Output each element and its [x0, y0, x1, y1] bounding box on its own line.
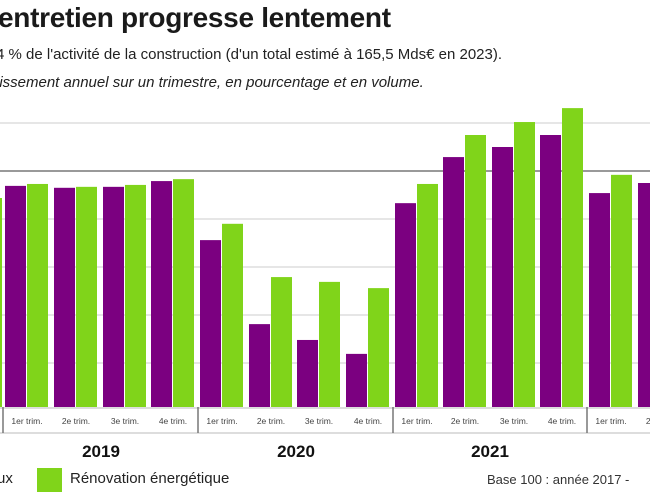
bar-series0	[297, 339, 318, 407]
bar-series0	[443, 157, 464, 407]
base-note: Base 100 : année 2017 -	[487, 472, 630, 487]
bar-series1	[562, 108, 583, 408]
bar-series1	[27, 183, 48, 407]
bar-series1	[417, 183, 438, 407]
tick-label: 1er trim.	[401, 416, 432, 426]
year-label: 2019	[82, 442, 120, 461]
bar-series1	[222, 223, 243, 407]
bar-series0	[395, 203, 416, 407]
tick-label: 2e trim.	[257, 416, 285, 426]
tick-label: 2e trim.	[62, 416, 90, 426]
bar-series1	[271, 277, 292, 407]
bar-series1	[76, 186, 97, 407]
tick-label: 4e trim.	[354, 416, 382, 426]
bar-series1	[319, 281, 340, 407]
chart-title: entretien progresse lentement	[0, 2, 391, 33]
tick-label: 4e trim.	[548, 416, 576, 426]
bar-series0	[346, 353, 367, 407]
tick-label: 1er trim.	[11, 416, 42, 426]
bar-series0	[249, 324, 270, 407]
year-label: 2020	[277, 442, 315, 461]
tick-label: 1er trim.	[206, 416, 237, 426]
legend-label-series0: ux	[0, 470, 13, 487]
bar-series0	[5, 185, 26, 407]
tick-label: 3e trim.	[500, 416, 528, 426]
bar-series0	[103, 186, 124, 407]
bar-series1	[125, 184, 146, 407]
tick-label: 2e trim.	[451, 416, 479, 426]
bar-series0	[200, 240, 221, 407]
tick-label: 4e trim.	[159, 416, 187, 426]
bar-partial	[0, 198, 2, 407]
bar-series0	[638, 183, 650, 407]
chart-note: lissement annuel sur un trimestre, en po…	[0, 74, 424, 91]
bar-series0	[589, 193, 610, 407]
year-label: 2021	[471, 442, 509, 461]
bar-series0	[492, 147, 513, 407]
chart-subtitle: 4 % de l'activité de la construction (d'…	[0, 46, 503, 63]
bar-series0	[151, 181, 172, 407]
bar-series1	[514, 122, 535, 407]
tick-label: 3e trim.	[305, 416, 333, 426]
bar-series0	[540, 135, 561, 407]
bar-series1	[465, 135, 486, 407]
bar-series0	[54, 187, 75, 407]
tick-label: 1er trim.	[595, 416, 626, 426]
legend-swatch-series1	[37, 468, 62, 492]
bar-series1	[173, 179, 194, 407]
tick-label: 3e trim.	[111, 416, 139, 426]
legend-label-series1: Rénovation énergétique	[70, 470, 230, 487]
bar-series1	[368, 288, 389, 407]
bar-series1	[611, 174, 632, 407]
tick-label: 2e trim.	[646, 416, 650, 426]
